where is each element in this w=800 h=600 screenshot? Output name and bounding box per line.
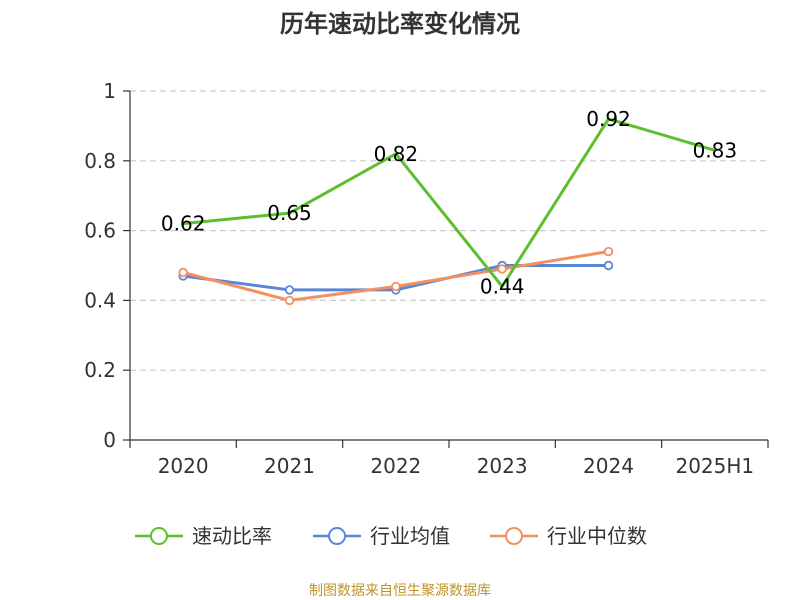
legend-marker-icon — [328, 527, 346, 545]
data-label: 0.92 — [586, 107, 631, 131]
data-label: 0.83 — [693, 138, 738, 162]
data-point — [603, 246, 614, 257]
data-point — [391, 281, 401, 292]
series-layer — [178, 117, 716, 306]
axes: 0 0.2 0.4 0.6 0.8 1 2020 2021 2022 2023 2024 2025H1 — [84, 79, 769, 478]
data-point — [284, 295, 295, 306]
x-tick-label: 2021 — [264, 454, 315, 478]
grid — [130, 90, 768, 371]
data-point — [603, 260, 614, 271]
x-tick-label: 2024 — [583, 454, 634, 478]
chart-title: 历年速动比率变化情况 — [280, 10, 520, 38]
legend-label: 速动比率 — [192, 524, 272, 548]
y-tick-label: 0.2 — [84, 358, 116, 382]
y-tick-label: 1 — [103, 79, 116, 103]
data-label: 0.44 — [480, 274, 525, 298]
y-tick-label: 0.8 — [84, 149, 116, 173]
legend: 速动比率 行业均值 行业中位数 — [135, 524, 647, 548]
x-tick-label: 2022 — [370, 454, 421, 478]
data-point — [178, 267, 188, 278]
source-note: 制图数据来自恒生聚源数据库 — [309, 583, 491, 599]
legend-label: 行业均值 — [370, 524, 450, 548]
x-tick-label: 2025H1 — [675, 454, 754, 478]
data-label: 0.65 — [267, 201, 312, 225]
data-point — [284, 285, 295, 295]
legend-marker-icon — [150, 527, 168, 545]
data-point — [497, 264, 507, 274]
legend-marker-icon — [505, 527, 523, 545]
legend-label: 行业中位数 — [547, 524, 647, 548]
data-labels: 0.62 0.65 0.82 0.44 0.92 0.83 — [161, 107, 737, 299]
y-tick-label: 0.4 — [84, 288, 116, 312]
x-tick-label: 2023 — [477, 454, 528, 478]
x-tick-label: 2020 — [158, 454, 209, 478]
y-tick-label: 0 — [103, 428, 116, 452]
data-label: 0.82 — [374, 142, 419, 166]
y-tick-label: 0.6 — [84, 219, 116, 243]
series-line — [183, 117, 716, 288]
data-label: 0.62 — [161, 212, 206, 236]
